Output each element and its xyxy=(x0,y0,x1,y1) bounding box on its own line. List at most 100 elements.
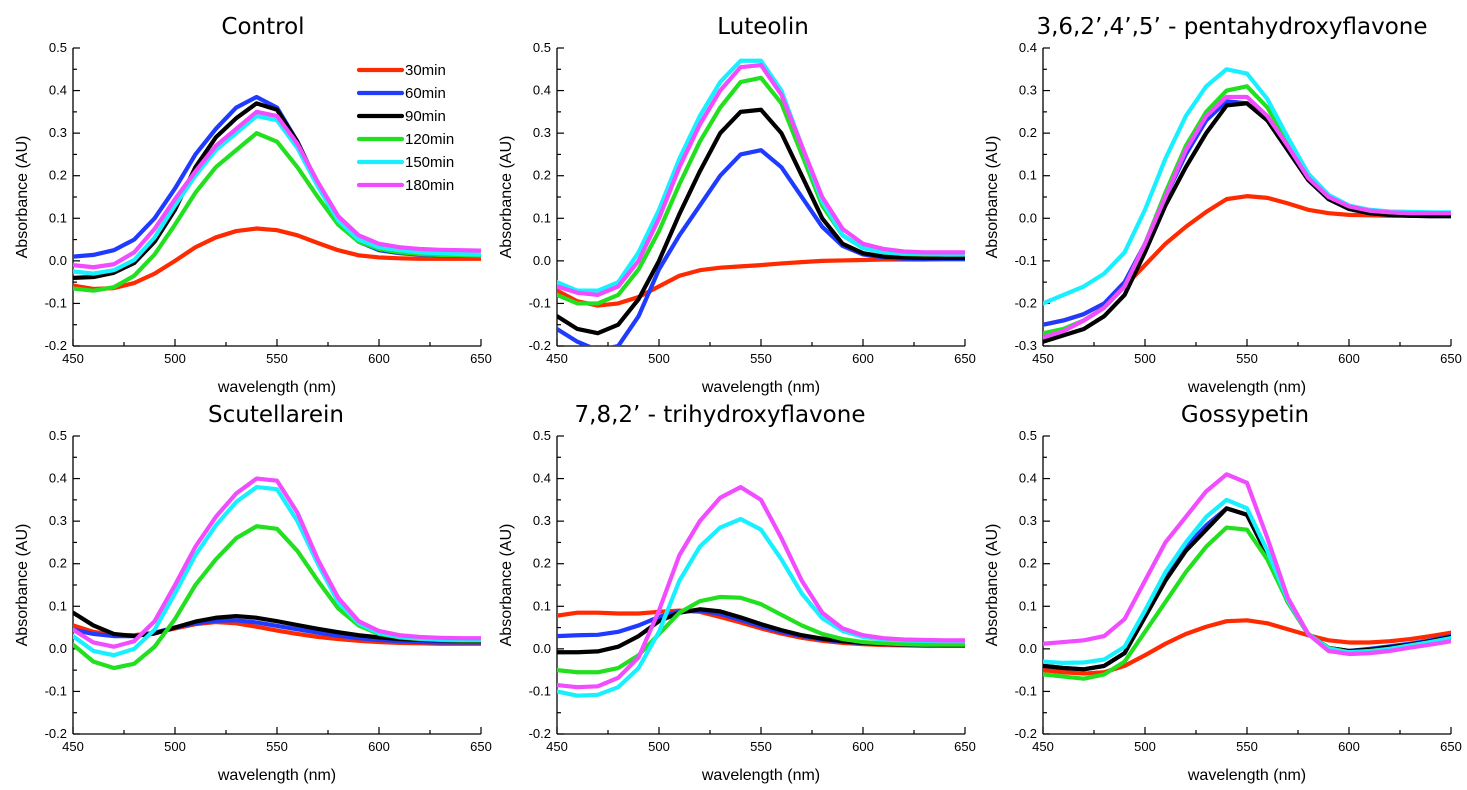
y-tick-label: 0.4 xyxy=(1019,471,1037,486)
x-axis-label: wavelength (nm) xyxy=(217,767,336,784)
y-tick-label: 0.3 xyxy=(533,513,551,528)
chart-title: Gossypetin xyxy=(1181,402,1309,428)
y-tick-label: 0.3 xyxy=(49,125,67,140)
y-axis-label: Absorbance (AU) xyxy=(984,136,1001,259)
chart-title: 7,8,2’ - trihydroxyflavone xyxy=(575,402,866,428)
chart-panel-1: Control -0.2 -0.1 0.0 0.1 0.2 0.3 0.4 0.5 450 500 5… xyxy=(14,14,492,396)
y-tick-label: 0.0 xyxy=(49,641,67,656)
x-tick-label: 600 xyxy=(852,739,874,754)
y-tick-label: 0.0 xyxy=(1019,641,1037,656)
x-tick-label: 500 xyxy=(648,351,670,366)
x-axis-label: wavelength (nm) xyxy=(1187,767,1306,784)
series-group xyxy=(73,94,481,293)
x-tick-label: 450 xyxy=(546,351,568,366)
y-tick-label: -0.1 xyxy=(1015,253,1037,268)
y-tick-label: -0.1 xyxy=(529,295,551,310)
y-tick-label: 0.4 xyxy=(533,83,551,98)
chart-title: Control xyxy=(221,14,304,40)
series-line-150min xyxy=(557,58,965,293)
y-tick-label: 0.3 xyxy=(49,513,67,528)
legend: 30min 60min 90min 120min 150min 180min xyxy=(356,62,454,194)
series-line-180min xyxy=(1043,94,1451,340)
chart-panel-6: Gossypetin -0.2 -0.1 0.0 0.1 0.2 0.3 0.4 0.5 450 5… xyxy=(984,402,1462,784)
x-tick-label: 550 xyxy=(1236,739,1258,754)
x-axis-label: wavelength (nm) xyxy=(217,379,336,396)
y-tick-label: -0.2 xyxy=(529,726,551,741)
x-tick-label: 500 xyxy=(1134,739,1156,754)
x-tick-label: 550 xyxy=(266,739,288,754)
legend-label: 120min xyxy=(405,131,454,148)
y-tick-label: 0.0 xyxy=(533,641,551,656)
chart-panel-3: 3,6,2’,4’,5’ - pentahydroxyflavone -0.3 -0… xyxy=(984,14,1462,396)
x-tick-label: 650 xyxy=(1440,739,1462,754)
legend-label: 90min xyxy=(405,108,446,125)
series-group xyxy=(73,476,481,671)
y-tick-label: -0.3 xyxy=(1015,338,1037,353)
x-tick-label: 650 xyxy=(470,351,492,366)
x-axis-label: wavelength (nm) xyxy=(1187,379,1306,396)
series-line-180min xyxy=(1043,472,1451,657)
y-tick-label: 0.0 xyxy=(49,253,67,268)
series-line-120min xyxy=(1043,525,1451,681)
y-axis-label: Absorbance (AU) xyxy=(498,524,515,647)
series-line-90min xyxy=(557,107,965,336)
y-tick-label: 0.2 xyxy=(1019,125,1037,140)
y-tick-label: 0.5 xyxy=(1019,428,1037,443)
x-tick-label: 600 xyxy=(368,351,390,366)
x-tick-label: 650 xyxy=(470,739,492,754)
y-tick-label: 0.1 xyxy=(1019,168,1037,183)
chart-title: 3,6,2’,4’,5’ - pentahydroxyflavone xyxy=(1036,14,1427,40)
y-tick-label: 0.3 xyxy=(533,125,551,140)
y-tick-label: 0.2 xyxy=(533,168,551,183)
chart-title: Scutellarein xyxy=(208,402,344,428)
y-tick-label: -0.1 xyxy=(529,683,551,698)
legend-label: 30min xyxy=(405,62,446,79)
x-tick-label: 600 xyxy=(1338,351,1360,366)
y-tick-label: 0.3 xyxy=(1019,83,1037,98)
y-tick-label: -0.1 xyxy=(45,295,67,310)
x-tick-label: 450 xyxy=(1032,351,1054,366)
series-line-150min xyxy=(73,114,481,276)
series-line-30min xyxy=(73,226,481,292)
y-tick-label: -0.2 xyxy=(45,726,67,741)
y-tick-label: 0.4 xyxy=(49,471,67,486)
y-tick-label: 0.5 xyxy=(49,428,67,443)
y-tick-label: 0.0 xyxy=(1019,210,1037,225)
y-tick-label: 0.3 xyxy=(1019,513,1037,528)
x-tick-label: 600 xyxy=(1338,739,1360,754)
y-tick-label: 0.4 xyxy=(1019,40,1037,55)
series-line-180min xyxy=(557,62,965,298)
x-tick-label: 650 xyxy=(954,351,976,366)
y-tick-label: 0.2 xyxy=(49,168,67,183)
x-tick-label: 450 xyxy=(62,351,84,366)
x-axis-label: wavelength (nm) xyxy=(701,767,820,784)
y-tick-label: -0.2 xyxy=(45,338,67,353)
x-tick-label: 500 xyxy=(648,739,670,754)
x-axis-label: wavelength (nm) xyxy=(701,379,820,396)
legend-label: 150min xyxy=(405,154,454,171)
y-tick-label: 0.1 xyxy=(1019,598,1037,613)
x-tick-label: 500 xyxy=(164,351,186,366)
series-line-120min xyxy=(557,594,965,675)
x-tick-label: 550 xyxy=(750,351,772,366)
y-tick-label: 0.1 xyxy=(49,210,67,225)
y-tick-label: 0.2 xyxy=(533,556,551,571)
y-tick-label: 0.5 xyxy=(49,40,67,55)
chart-panel-2: Luteolin -0.2 -0.1 0.0 0.1 0.2 0.3 0.4 0.5 450 500… xyxy=(498,14,976,396)
x-tick-label: 500 xyxy=(164,739,186,754)
y-tick-label: 0.2 xyxy=(1019,556,1037,571)
chart-panel-4: Scutellarein -0.2 -0.1 0.0 0.1 0.2 0.3 0.4 0.5 45… xyxy=(14,402,492,784)
y-tick-label: 0.4 xyxy=(49,83,67,98)
x-tick-label: 550 xyxy=(1236,351,1258,366)
x-tick-label: 650 xyxy=(954,739,976,754)
y-tick-label: 0.5 xyxy=(533,428,551,443)
series-line-180min xyxy=(557,484,965,690)
y-tick-label: 0.0 xyxy=(533,253,551,268)
series-group xyxy=(557,484,965,698)
x-tick-label: 600 xyxy=(852,351,874,366)
series-line-180min xyxy=(73,476,481,649)
y-tick-label: 0.1 xyxy=(533,598,551,613)
y-tick-label: 0.1 xyxy=(533,210,551,225)
x-tick-label: 550 xyxy=(266,351,288,366)
y-tick-label: -0.2 xyxy=(1015,726,1037,741)
